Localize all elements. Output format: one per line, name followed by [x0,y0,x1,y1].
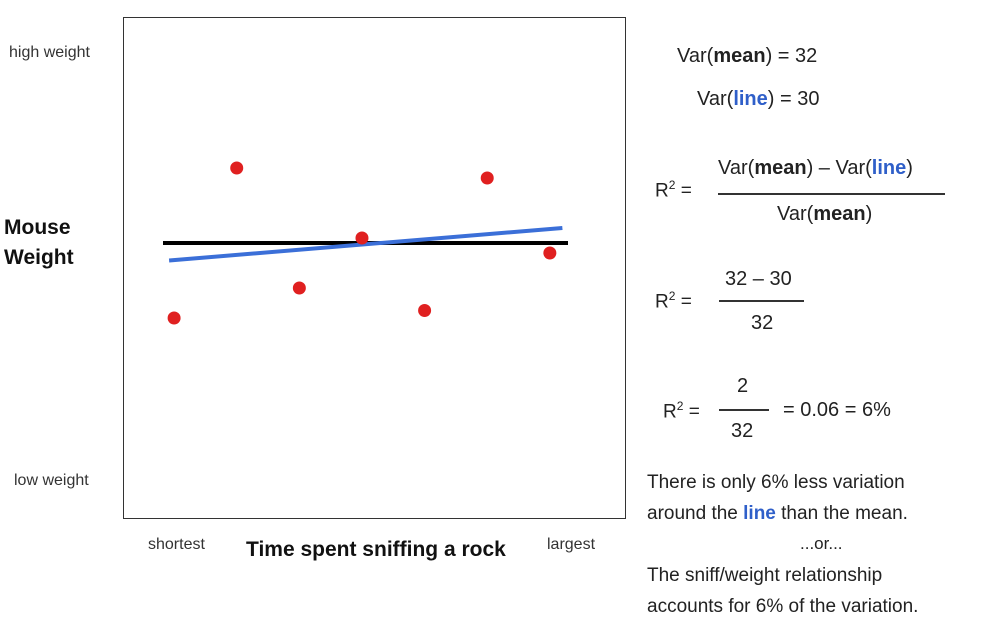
f1-num-b: ) – Var( [806,157,872,179]
r2-r: R [663,401,677,423]
r2-eq: = [675,291,692,313]
r2-label-3: R2 = [663,399,700,423]
data-point-5 [418,304,432,317]
var-mean-suffix: ) = 32 [765,45,818,67]
y-axis-title-line1: Mouse [4,216,71,239]
r2-sup: 2 [676,399,684,413]
x-low-label: shortest [148,536,205,553]
r2-r: R [655,291,669,313]
explanation-line1: There is only 6% less variation [647,472,905,493]
var-line-prefix: Var( [697,88,734,110]
f1-num-c: ) [906,157,913,179]
data-point-6 [480,171,494,185]
x-high-label: largest [547,536,596,553]
explanation-line2-a: around the [647,503,744,524]
data-point-3 [292,281,306,295]
data-point-1 [167,311,181,325]
r2-r: R [655,180,669,202]
var-mean-statement: Var(mean) = 32 [677,45,817,68]
fraction3-denominator: 32 [731,420,754,442]
fraction3-result: = 0.06 = 6% [783,399,891,421]
var-line-word: line [733,88,768,110]
r2-sup: 2 [668,289,676,303]
fit-line [168,226,563,263]
fraction1-numerator: Var(mean) – Var(line) [718,157,913,180]
f1-num-a: Var( [718,157,755,179]
fraction3-numerator: 2 [737,375,749,397]
y-low-label: low weight [14,472,89,489]
explanation-line2-c: than the mean. [775,503,908,524]
explanation-line2: around the line than the mean. [647,498,908,529]
data-point-2 [230,161,244,175]
data-point-7 [543,246,557,260]
fraction1-denominator: Var(mean) [777,203,872,226]
var-line-statement: Var(line) = 30 [697,88,819,111]
fraction2-bar [719,300,804,302]
data-point-4 [355,231,369,245]
x-axis-title: Time spent sniffing a rock [246,538,506,561]
var-mean-word: mean [713,45,766,67]
r2-eq: = [683,401,700,423]
f1-den-mean: mean [813,203,866,225]
f1-num-mean: mean [754,157,807,179]
y-high-label: high weight [9,44,90,61]
var-mean-prefix: Var( [677,45,714,67]
fraction1-bar [718,193,945,195]
r2-sup: 2 [668,178,676,192]
y-axis-title: Mouse Weight [4,213,74,273]
explanation-or: ...or... [800,534,843,553]
f1-num-line: line [871,157,907,179]
y-axis-title-line2: Weight [4,246,74,269]
fraction2-numerator: 32 – 30 [725,268,792,290]
f1-den-b: ) [865,203,873,225]
var-line-suffix: ) = 30 [767,88,820,110]
explanation-line3: The sniff/weight relationship [647,565,883,586]
r2-label-1: R2 = [655,178,692,202]
r2-label-2: R2 = [655,289,692,313]
r2-eq: = [675,180,692,202]
fraction2-denominator: 32 [751,312,774,334]
plot-area [123,17,626,519]
fraction3-bar [719,409,769,411]
f1-den-a: Var( [777,203,814,225]
explanation-line4: accounts for 6% of the variation. [647,596,919,617]
explanation-line-word: line [743,503,776,524]
